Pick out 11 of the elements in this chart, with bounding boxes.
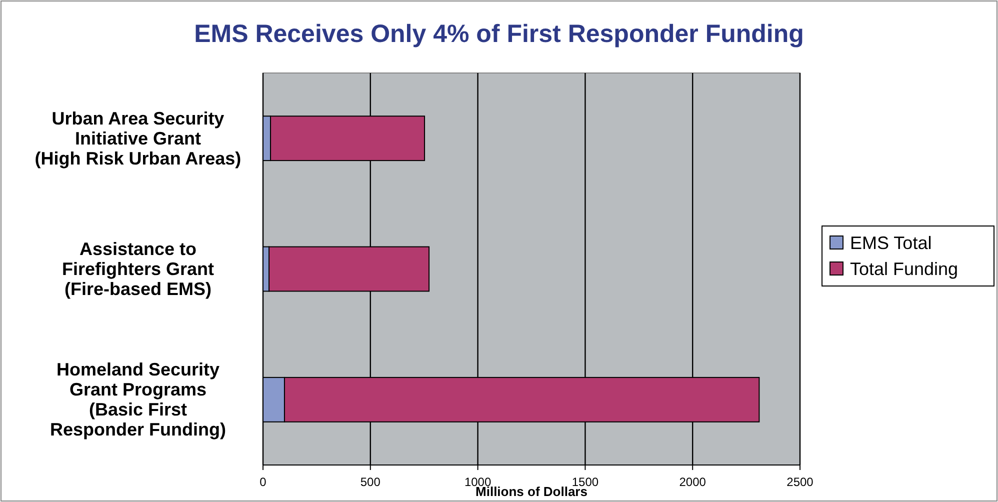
x-tick-label: 2000 <box>679 475 706 490</box>
legend-label: Total Funding <box>850 259 958 279</box>
x-tick-label: 2500 <box>786 475 814 490</box>
y-tick-label: Homeland Security Grant Programs (Basic First Responder Funding) <box>50 360 226 440</box>
legend-label: EMS Total <box>850 233 932 253</box>
x-tick-label: 500 <box>360 475 381 490</box>
y-tick-label: Urban Area Security Initiative Grant (High Risk Urban Areas) <box>34 108 242 168</box>
x-tick-label: 0 <box>260 475 267 490</box>
chart-title: EMS Receives Only 4% of First Responder Funding <box>194 20 804 48</box>
x-tick-label: 1500 <box>572 475 599 490</box>
y-tick-label: Assistance to Firefighters Grant (Fire-based EMS) <box>62 239 214 299</box>
